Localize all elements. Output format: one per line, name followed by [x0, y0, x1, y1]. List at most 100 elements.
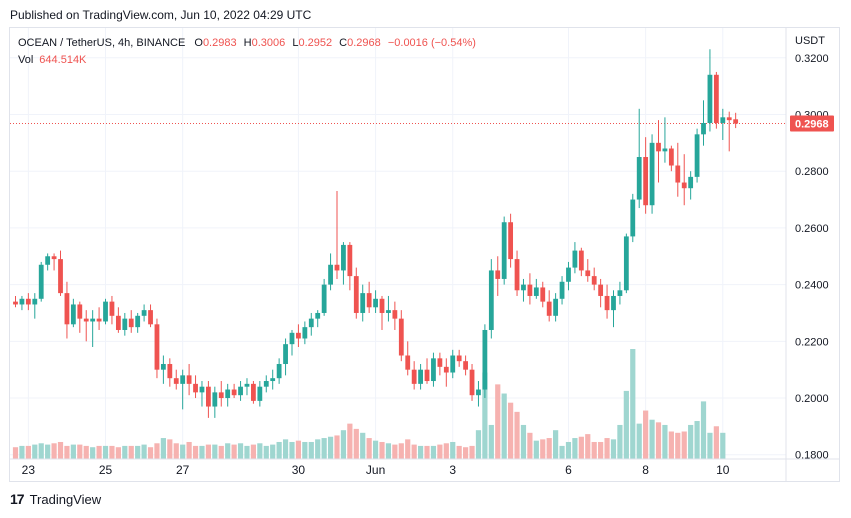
- axis-currency-label: USDT: [795, 35, 825, 47]
- volume-bar: [655, 422, 662, 459]
- volume-bar: [186, 441, 192, 459]
- volume-bar: [109, 445, 115, 459]
- candle-body: [218, 392, 224, 399]
- candle-body: [38, 264, 44, 299]
- volume-bar: [508, 402, 514, 459]
- volume-bar: [360, 432, 366, 459]
- candle-body: [585, 270, 591, 277]
- candle-body: [405, 355, 411, 370]
- candle-body: [469, 369, 475, 396]
- candle-body: [180, 375, 186, 384]
- candle-body: [328, 264, 333, 285]
- candle-body: [540, 287, 546, 302]
- candle-body: [398, 318, 404, 356]
- close-value: 0.2968: [347, 37, 381, 49]
- x-tick-label: 27: [176, 463, 190, 477]
- volume-bar: [379, 441, 385, 459]
- volume-bar: [70, 444, 76, 459]
- volume-bar: [96, 445, 102, 459]
- volume-bar: [263, 445, 269, 459]
- candle-body: [450, 355, 456, 373]
- high-value: 0.3006: [251, 37, 286, 49]
- candle-body: [521, 284, 526, 291]
- candle-body: [443, 366, 449, 373]
- x-tick-label: Jun: [366, 463, 385, 477]
- volume-bar: [565, 441, 572, 459]
- volume-bar: [540, 439, 546, 459]
- y-tick-label: 0.2600: [795, 223, 829, 235]
- change-value: −0.0016 (−0.54%): [387, 37, 476, 49]
- candle-body: [623, 236, 629, 291]
- volume-bar: [675, 432, 681, 459]
- candle-body: [148, 310, 153, 325]
- candle-body: [656, 142, 661, 152]
- candle-body: [315, 312, 321, 319]
- volume-bar: [302, 441, 308, 459]
- volume-bar: [411, 444, 417, 459]
- volume-bar: [475, 430, 482, 459]
- volume-bar: [25, 445, 31, 459]
- candle-body: [733, 119, 739, 124]
- candle-body: [32, 298, 38, 305]
- candle-body: [418, 369, 423, 384]
- volume-bar: [578, 436, 584, 459]
- candle-body: [135, 315, 141, 328]
- volume-bar: [295, 440, 302, 459]
- volume-key: Vol: [18, 54, 34, 66]
- volume-bar: [231, 444, 237, 459]
- x-tick-label: 8: [642, 463, 649, 477]
- candle-body: [231, 389, 237, 396]
- candle-body: [604, 295, 610, 311]
- candle-body: [546, 301, 552, 316]
- volume-bar: [417, 445, 424, 459]
- volume-bar: [617, 424, 623, 459]
- volume-bar: [115, 447, 121, 459]
- volume-bar: [405, 439, 411, 459]
- candle-body: [437, 358, 443, 367]
- volume-bar: [623, 390, 629, 459]
- volume-bar: [668, 431, 674, 459]
- candle-body: [598, 284, 604, 296]
- candle-body: [636, 157, 642, 200]
- candle-body: [51, 256, 57, 260]
- x-tick-label: 30: [292, 463, 306, 477]
- candle-body: [630, 199, 636, 237]
- low-key: L: [292, 37, 299, 49]
- candle-body: [167, 364, 173, 379]
- volume-bar: [141, 444, 147, 459]
- volume-bar: [520, 424, 527, 459]
- volume-bar: [553, 430, 559, 459]
- volume-bar: [456, 445, 462, 459]
- volume-bar: [546, 438, 552, 459]
- volume-bar: [604, 438, 610, 459]
- candle-body: [373, 298, 378, 308]
- candle-body: [488, 270, 494, 330]
- candle-body: [270, 378, 276, 382]
- volume-bar: [463, 447, 469, 459]
- volume-bar: [610, 439, 617, 459]
- candle-body: [688, 176, 694, 189]
- candle-body: [726, 117, 732, 121]
- candle-body: [70, 304, 76, 325]
- volume-bar: [430, 445, 437, 459]
- candle-body: [707, 74, 713, 123]
- volume-bar: [585, 434, 591, 459]
- volume-bar: [45, 444, 51, 459]
- tradingview-wordmark: TradingView: [29, 491, 102, 507]
- volume-bar: [649, 419, 655, 459]
- volume-bar: [681, 431, 687, 459]
- footer-brand[interactable]: 17 TradingView: [10, 491, 101, 507]
- volume-bar: [450, 441, 456, 459]
- candle-body: [643, 157, 649, 206]
- candle-body: [353, 276, 359, 313]
- volume-bar: [630, 349, 636, 459]
- volume-bar: [437, 444, 443, 459]
- candle-body: [193, 383, 198, 393]
- volume-bar: [700, 401, 707, 459]
- volume-bar: [424, 445, 430, 459]
- volume-bar: [147, 447, 154, 459]
- candle-body: [559, 281, 565, 299]
- volume-bar: [225, 443, 231, 459]
- volume-bar: [488, 424, 494, 459]
